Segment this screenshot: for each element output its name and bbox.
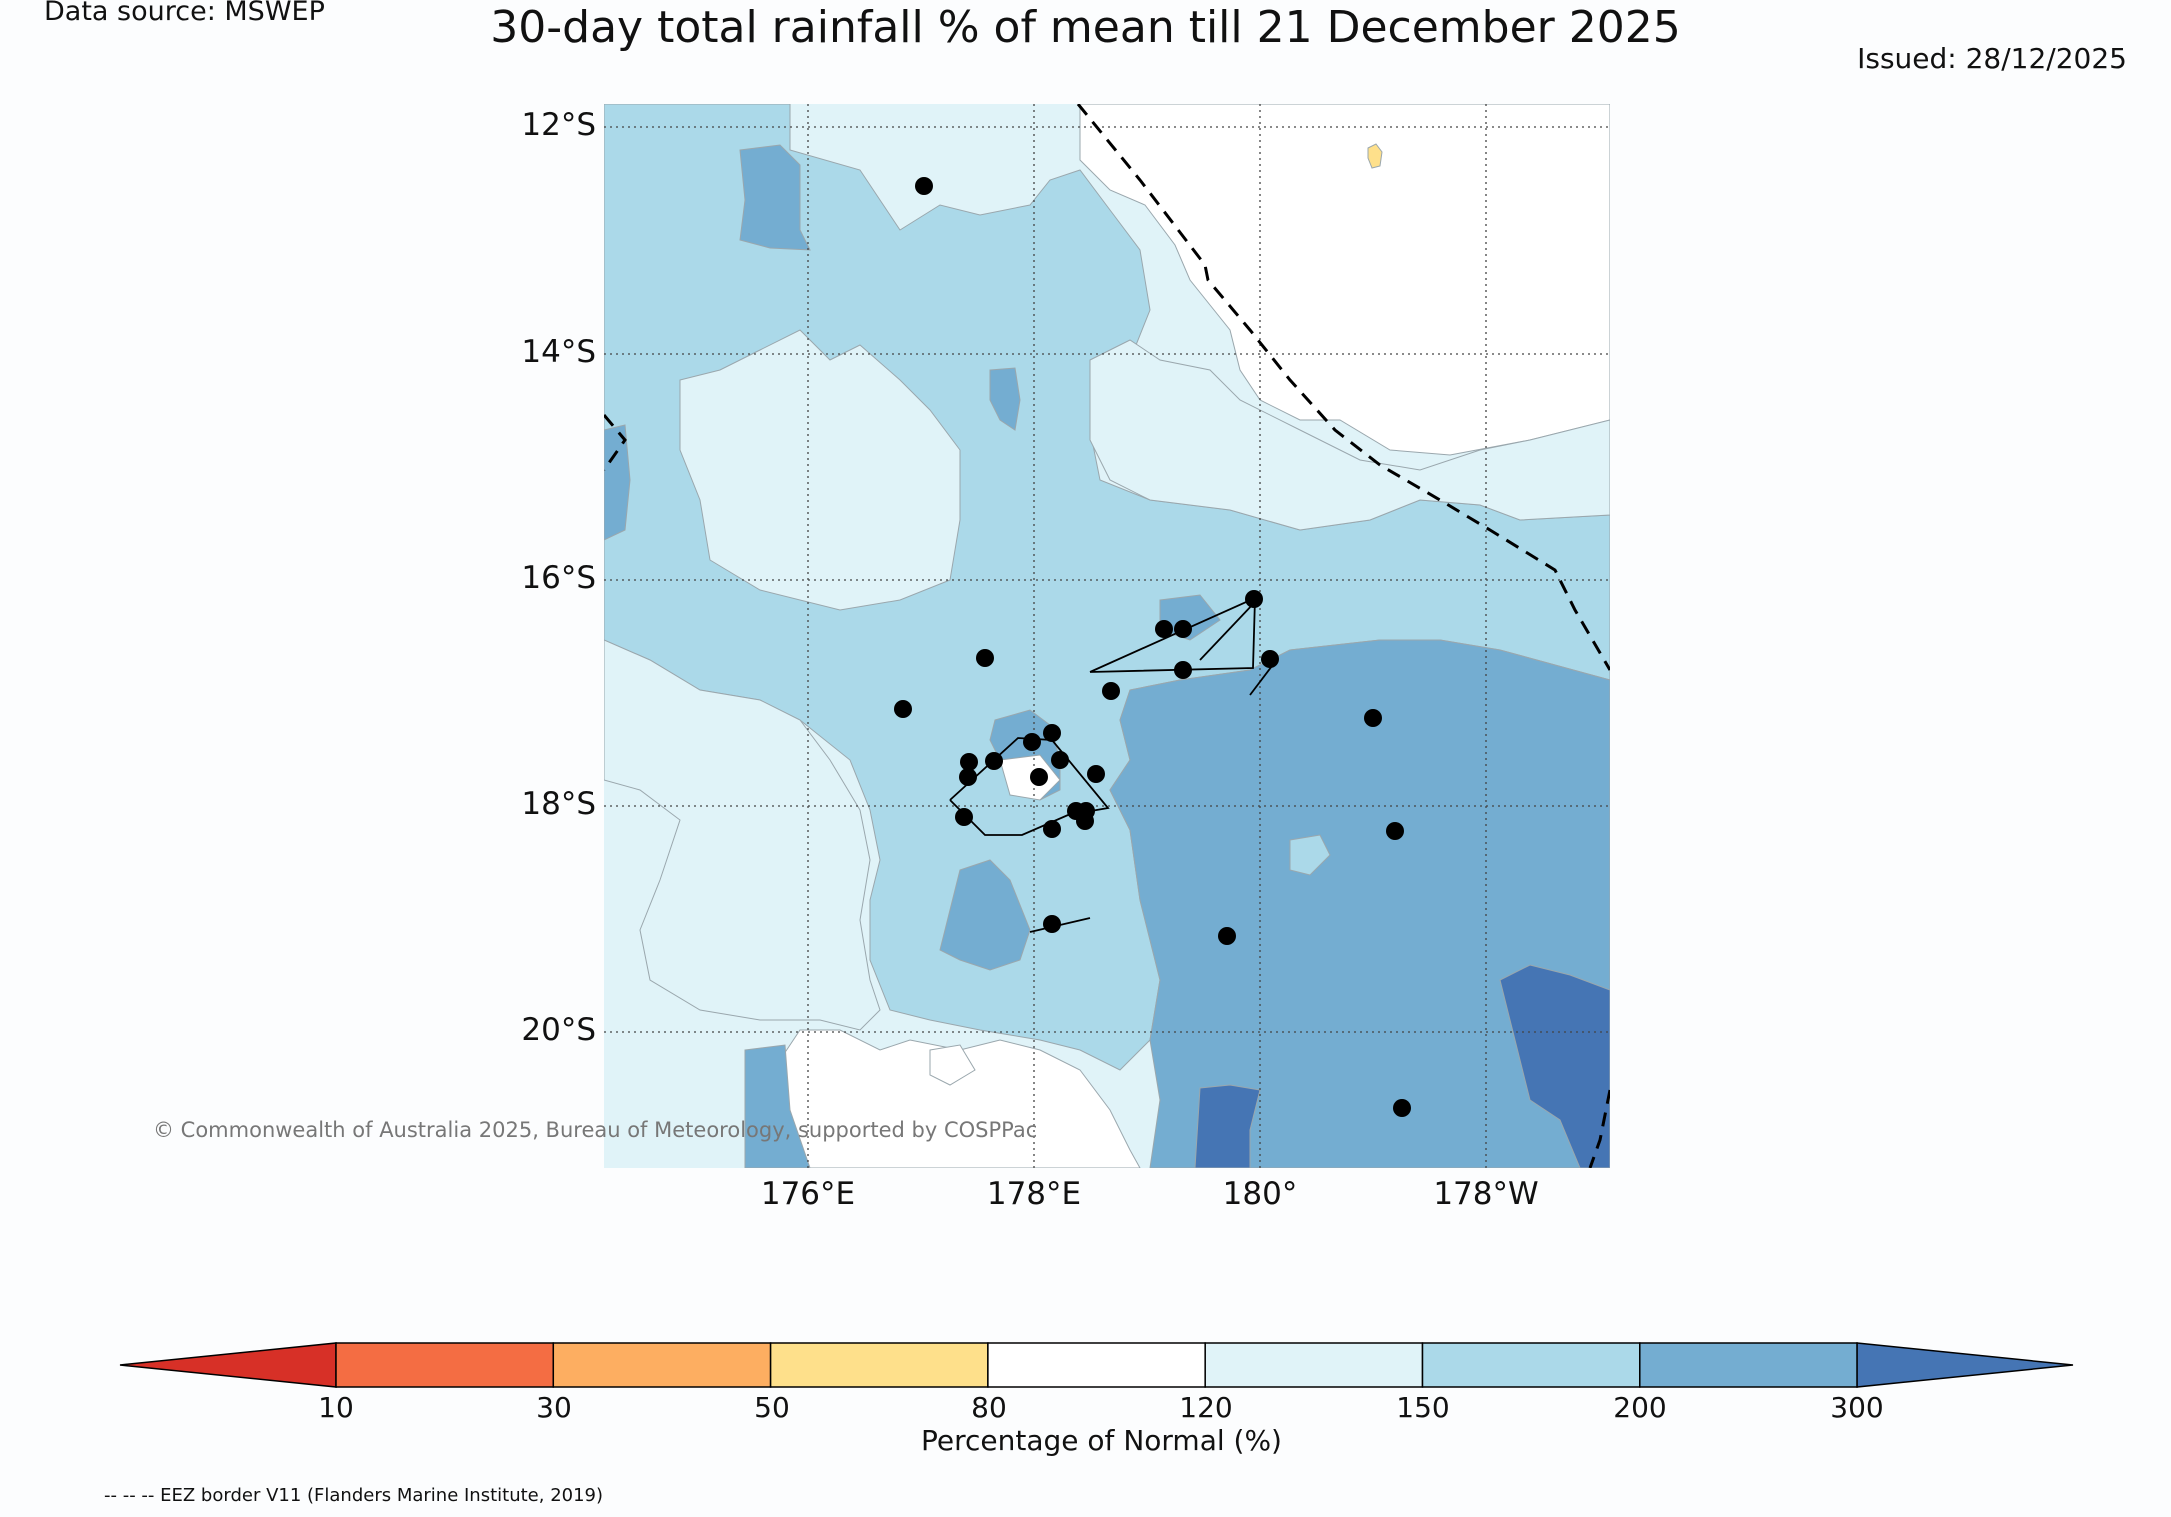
dry-patch [1367, 143, 1383, 169]
rainfall-map [604, 104, 1610, 1168]
lon-label-180: 180° [1222, 1176, 1298, 1212]
light-region-sw [604, 639, 881, 1031]
eez-border [604, 104, 1610, 1168]
colorbar-segment [769, 1342, 989, 1388]
lon-label-178e: 178°E [986, 1176, 1082, 1212]
station-markers [894, 177, 1411, 1117]
darkest-region-east [1499, 964, 1610, 1168]
colorbar-title: Percentage of Normal (%) [921, 1424, 1282, 1457]
lat-label-12s: 12°S [521, 107, 596, 143]
colorbar-segment [552, 1342, 772, 1388]
normal-patch-center [999, 754, 1061, 801]
colorbar-tick-label: 150 [1396, 1391, 1450, 1424]
colorbar-extend-high [1856, 1342, 2074, 1388]
colorbar-tick-label: 80 [971, 1391, 1007, 1424]
light-region-east [1089, 339, 1610, 531]
colorbar-tick-label: 200 [1613, 1391, 1667, 1424]
darkest-region-south [1194, 1084, 1261, 1168]
colorbar-extend-low [119, 1342, 337, 1388]
colorbar-segment [987, 1342, 1206, 1388]
data-source-label: Data source: MSWEP [44, 0, 325, 27]
dark-region-southeast [1109, 639, 1610, 1168]
issued-date: Issued: 28/12/2025 [1857, 42, 2127, 75]
eez-footnote: -- -- -- EEZ border V11 (Flanders Marine… [104, 1485, 604, 1506]
colorbar-tick-label: 300 [1830, 1391, 1884, 1424]
lat-label-18s: 18°S [521, 786, 596, 822]
dark-patch-sw [744, 1044, 811, 1168]
lat-label-14s: 14°S [521, 334, 596, 370]
colorbar-segment [1421, 1342, 1641, 1388]
colorbar-tick-label: 30 [536, 1391, 572, 1424]
colorbar-tick-label: 10 [318, 1391, 354, 1424]
lat-label-16s: 16°S [521, 560, 596, 596]
lon-label-176e: 176°E [760, 1176, 856, 1212]
lon-label-178w: 178°W [1433, 1176, 1539, 1212]
colorbar-segment [1639, 1342, 1858, 1388]
map-title: 30-day total rainfall % of mean till 21 … [490, 2, 1681, 53]
copyright-notice: © Commonwealth of Australia 2025, Bureau… [153, 1118, 1038, 1142]
colorbar-tick-label: 120 [1179, 1391, 1233, 1424]
colorbar-segment [1204, 1342, 1424, 1388]
lat-label-20s: 20°S [521, 1012, 596, 1048]
dark-patch-nw [739, 144, 811, 251]
normal-region-south [779, 1029, 1141, 1168]
colorbar-segment [335, 1342, 555, 1388]
normal-patch-south [929, 1044, 976, 1086]
colorbar-tick-label: 50 [754, 1391, 790, 1424]
dark-patch-south [939, 859, 1031, 971]
dark-patch-center-north [989, 367, 1021, 431]
light-region-west [679, 329, 961, 611]
dark-patch-west-edge [604, 424, 631, 541]
light-patch-inner [1289, 834, 1331, 876]
